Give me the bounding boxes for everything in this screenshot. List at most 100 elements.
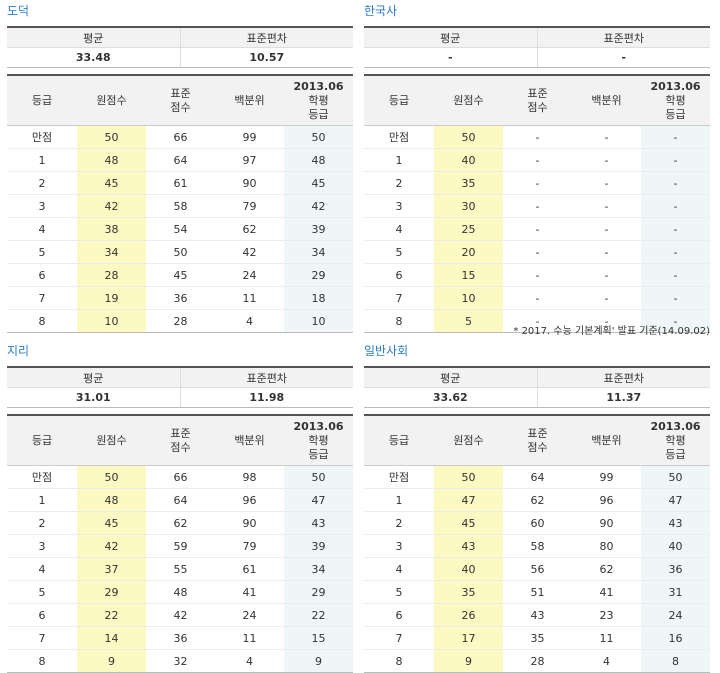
panel-title: 한국사 <box>364 4 398 18</box>
raw-score-cell: 48 <box>77 488 146 512</box>
raw-score-cell: 28 <box>77 263 146 287</box>
raw-score-cell: 34 <box>77 240 146 264</box>
standard-score-cell: - <box>503 148 572 172</box>
mock-grade-cell: 34 <box>284 557 353 581</box>
mock-grade-cell: 43 <box>284 511 353 535</box>
standard-score-cell: 64 <box>146 148 215 172</box>
col-raw-header: 원점수 <box>77 415 146 466</box>
standard-score-cell: 60 <box>503 511 572 535</box>
raw-score-cell: 5 <box>434 309 503 333</box>
table-row: 5 29 48 41 29 <box>7 580 353 604</box>
mock-grade-cell: - <box>641 217 710 241</box>
col-raw-header: 원점수 <box>77 75 146 126</box>
mock-grade-cell: 10 <box>284 309 353 333</box>
table-row: 2 35- - - <box>364 171 710 195</box>
percentile-cell: 41 <box>572 580 641 604</box>
table-row: 만점 50 66 98 50 <box>7 465 353 489</box>
mock-grade-cell: 9 <box>284 649 353 673</box>
panel-geography: 지리 평균 표준편차 31.01 11.98 등급 원점수 표준 점수 백분위 2… <box>7 344 353 673</box>
raw-score-cell: 10 <box>434 286 503 310</box>
raw-score-cell: 22 <box>77 603 146 627</box>
mock-grade-cell: 29 <box>284 263 353 287</box>
grade-cell: 2 <box>364 171 434 195</box>
mock-grade-cell: 31 <box>641 580 710 604</box>
raw-score-cell: 37 <box>77 557 146 581</box>
table-row: 만점 50- - - <box>364 125 710 149</box>
mean-header: 평균 <box>364 27 537 48</box>
panel-korean-history: 한국사 평균 표준편차 - - 등급 원점수 표준 점수 백분위 2013.06 학… <box>364 4 710 339</box>
raw-score-cell: 19 <box>77 286 146 310</box>
standard-score-cell: 56 <box>503 557 572 581</box>
grade-cell: 2 <box>364 511 434 535</box>
percentile-cell: - <box>572 171 641 195</box>
percentile-cell: 4 <box>215 649 284 673</box>
grade-cell: 만점 <box>364 465 434 489</box>
col-grade-header: 등급 <box>7 415 77 466</box>
percentile-cell: - <box>572 217 641 241</box>
table-row: 7 19 36 11 18 <box>7 286 353 310</box>
mock-grade-cell: - <box>641 263 710 287</box>
standard-score-cell: 62 <box>146 511 215 535</box>
percentile-cell: 97 <box>215 148 284 172</box>
raw-score-cell: 45 <box>77 171 146 195</box>
percentile-cell: 96 <box>572 488 641 512</box>
stats-table: 평균 표준편차 31.01 11.98 <box>7 366 353 408</box>
standard-score-cell: - <box>503 125 572 149</box>
grade-cell: 6 <box>7 603 77 627</box>
table-row: 1 48 64 96 47 <box>7 488 353 512</box>
stats-table: 평균 표준편차 33.62 11.37 <box>364 366 710 408</box>
table-row: 만점 50 66 99 50 <box>7 125 353 149</box>
standard-score-cell: - <box>503 286 572 310</box>
grade-cell: 만점 <box>364 125 434 149</box>
table-row: 2 45 60 90 43 <box>364 511 710 535</box>
raw-score-cell: 14 <box>77 626 146 650</box>
standard-score-cell: 64 <box>503 465 572 489</box>
table-row: 5 20- - - <box>364 240 710 264</box>
mean-header: 평균 <box>7 367 180 388</box>
raw-score-cell: 50 <box>77 125 146 149</box>
mock-grade-cell: 22 <box>284 603 353 627</box>
raw-score-cell: 38 <box>77 217 146 241</box>
standard-score-cell: 45 <box>146 263 215 287</box>
mock-grade-cell: 24 <box>641 603 710 627</box>
standard-score-cell: 54 <box>146 217 215 241</box>
mock-grade-cell: 39 <box>284 217 353 241</box>
grade-cell: 1 <box>364 148 434 172</box>
percentile-cell: - <box>572 125 641 149</box>
mock-grade-cell: 29 <box>284 580 353 604</box>
table-row: 4 37 55 61 34 <box>7 557 353 581</box>
col-pct-header: 백분위 <box>572 415 641 466</box>
table-row: 6 22 42 24 22 <box>7 603 353 627</box>
grade-table: 등급 원점수 표준 점수 백분위 2013.06 학평 등급 만점 50 66 99 50 1 4… <box>7 74 353 333</box>
standard-score-cell: 59 <box>146 534 215 558</box>
table-row: 4 40 56 62 36 <box>364 557 710 581</box>
grade-cell: 만점 <box>7 465 77 489</box>
standard-score-cell: 66 <box>146 125 215 149</box>
raw-score-cell: 40 <box>434 148 503 172</box>
percentile-cell: 4 <box>215 309 284 333</box>
col-std-header: 표준 점수 <box>503 75 572 126</box>
standard-score-cell: 28 <box>146 309 215 333</box>
grade-cell: 5 <box>7 580 77 604</box>
raw-score-cell: 42 <box>77 194 146 218</box>
table-row: 3 43 58 80 40 <box>364 534 710 558</box>
grade-cell: 만점 <box>7 125 77 149</box>
standard-score-cell: 51 <box>503 580 572 604</box>
table-row: 1 48 64 97 48 <box>7 148 353 172</box>
stats-table: 평균 표준편차 - - <box>364 26 710 68</box>
grade-cell: 1 <box>364 488 434 512</box>
percentile-cell: 24 <box>215 263 284 287</box>
percentile-cell: 62 <box>572 557 641 581</box>
grade-cell: 6 <box>364 263 434 287</box>
percentile-cell: 80 <box>572 534 641 558</box>
standard-score-cell: 50 <box>146 240 215 264</box>
raw-score-cell: 50 <box>434 125 503 149</box>
standard-score-cell: - <box>503 309 572 333</box>
grade-cell: 8 <box>364 649 434 673</box>
raw-score-cell: 50 <box>434 465 503 489</box>
footnote: * 2017. 수능 기본계획' 발표 기준(14.09.02) <box>513 326 710 337</box>
table-row: 1 47 62 96 47 <box>364 488 710 512</box>
mock-grade-cell: 43 <box>641 511 710 535</box>
grade-cell: 4 <box>364 217 434 241</box>
